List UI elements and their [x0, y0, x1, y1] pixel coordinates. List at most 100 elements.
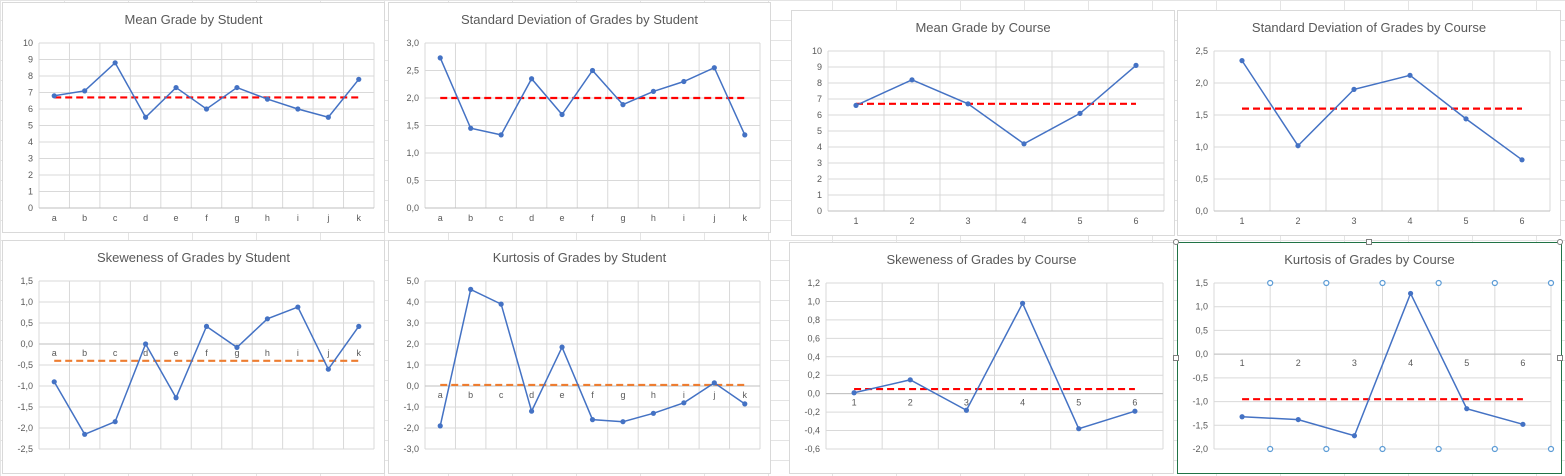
x-tick-label: i: [297, 213, 299, 223]
y-tick-label: 0: [28, 203, 33, 213]
series-line: [1242, 291, 1524, 437]
y-tick-label: -0,5: [17, 360, 33, 370]
data-point: [711, 65, 717, 71]
y-tick-label: 10: [23, 38, 33, 48]
x-tick-label: g: [234, 348, 239, 358]
y-tick-label: 0,0: [406, 203, 419, 213]
data-point: [965, 101, 971, 107]
y-tick-label: -2,0: [1192, 444, 1208, 454]
resize-handle-left[interactable]: [1173, 355, 1179, 361]
selection-marker: [1547, 279, 1555, 287]
x-tick-label: j: [326, 213, 329, 223]
y-tick-label: 1,0: [1195, 142, 1208, 152]
data-point: [1076, 426, 1082, 432]
x-tick-label: h: [265, 348, 270, 358]
y-tick-label: 2: [817, 174, 822, 184]
data-point: [1239, 414, 1245, 420]
x-tick-label: 1: [853, 216, 858, 226]
x-tick-label: e: [560, 213, 565, 223]
x-tick-label: c: [499, 213, 504, 223]
y-tick-label: 0: [817, 206, 822, 216]
x-tick-label: i: [683, 213, 685, 223]
resize-handle-top-right[interactable]: [1557, 239, 1563, 245]
y-tick-label: 0,0: [1195, 349, 1208, 359]
data-point: [203, 106, 210, 112]
y-tick-label: 2,0: [406, 93, 419, 103]
x-tick-label: k: [743, 213, 748, 223]
series-line: [855, 64, 1137, 145]
data-point: [51, 379, 57, 385]
y-tick-label: 1,0: [1195, 302, 1208, 312]
x-tick-label: 2: [1295, 216, 1300, 226]
chart-title: Kurtosis of Grades by Course: [1284, 252, 1455, 267]
y-tick-label: 0,5: [1195, 174, 1208, 184]
y-tick-label: -0,5: [1192, 373, 1208, 383]
y-tick-label: 5: [28, 121, 33, 131]
chart-skeweness-by-student[interactable]: Skeweness of Grades by Student -2,5 -2,0-…: [2, 240, 385, 474]
y-tick-label: -0,6: [804, 444, 820, 454]
y-tick-label: -2,5: [17, 444, 33, 454]
data-point: [589, 417, 596, 423]
y-tick-label: 0,0: [406, 381, 419, 391]
x-tick-label: 6: [1132, 398, 1137, 408]
chart-plot: 0,0 0,5 1,0 1,5 2,0 2,5 1 2 3 4 5 6: [1195, 46, 1551, 226]
data-point: [356, 76, 362, 82]
y-tick-label: 1,5: [20, 276, 33, 286]
resize-handle-top-left[interactable]: [1173, 239, 1179, 245]
chart-mean-grade-by-student[interactable]: Mean Grade by Student 0 1 2 3 4 5 6 7 8 9 10 a b c d e f…: [2, 2, 385, 233]
x-tick-label: c: [499, 390, 504, 400]
chart-skeweness-by-course[interactable]: Skeweness of Grades by Course -0,6 -0,4 -0…: [789, 242, 1174, 474]
chart-sd-grades-by-course[interactable]: Standard Deviation of Grades by Course 0…: [1177, 10, 1561, 236]
y-tick-label: -1,0: [403, 402, 419, 412]
y-tick-label: 1: [817, 190, 822, 200]
y-tick-label: 3: [817, 158, 822, 168]
y-tick-label: -2,0: [17, 423, 33, 433]
y-tick-label: -2,0: [403, 423, 419, 433]
x-tick-label: k: [743, 390, 748, 400]
data-point: [963, 407, 970, 413]
resize-handle-top[interactable]: [1366, 239, 1372, 245]
data-point: [1133, 62, 1139, 68]
chart-sd-grades-by-student[interactable]: Standard Deviation of Grades by Student …: [388, 2, 771, 233]
chart-kurtosis-by-course[interactable]: Kurtosis of Grades by Course -2,0 -1,5 -1,…: [1177, 242, 1562, 474]
data-point: [173, 84, 179, 91]
chart-title: Standard Deviation of Grades by Student: [460, 12, 699, 27]
x-tick-label: a: [52, 348, 57, 358]
x-tick-label: d: [529, 213, 534, 223]
y-tick-label: 1: [28, 187, 33, 197]
selection-marker: [1323, 445, 1330, 453]
y-tick-label: 6: [28, 104, 33, 114]
data-point: [909, 77, 915, 83]
data-point: [853, 102, 859, 108]
y-tick-label: 5: [817, 126, 822, 136]
data-point: [1407, 290, 1414, 297]
data-point: [356, 323, 362, 329]
x-tick-label: g: [620, 390, 625, 400]
data-point: [325, 114, 331, 120]
x-tick-label: 3: [964, 398, 969, 408]
data-point: [82, 88, 88, 94]
x-tick-label: j: [712, 390, 715, 400]
y-tick-label: 1,0: [807, 296, 820, 306]
data-point: [1021, 141, 1027, 147]
y-tick-label: 3: [28, 154, 33, 164]
x-tick-label: g: [234, 213, 239, 223]
y-tick-label: 3,0: [406, 38, 419, 48]
chart-mean-grade-by-course[interactable]: Mean Grade by Course 0 1 2 3 4 5 6 7 8 9 10 1 2 3 4 5 6: [791, 10, 1175, 236]
x-tick-label: 6: [1520, 358, 1525, 368]
resize-handle-right[interactable]: [1557, 355, 1563, 361]
data-point: [1520, 421, 1526, 427]
y-tick-label: -3,0: [403, 444, 419, 454]
y-tick-label: 0,5: [20, 318, 33, 328]
data-point: [173, 395, 179, 401]
data-point: [1239, 58, 1245, 64]
chart-plot: -3,0 -2,0 -1,0 0,0 1,0 2,0 3,0 4,0 5,0 a b c d e f g h i j…: [403, 276, 761, 454]
y-tick-label: 7: [28, 88, 33, 98]
data-point: [82, 431, 88, 437]
data-point: [742, 401, 748, 407]
chart-kurtosis-by-student[interactable]: Kurtosis of Grades by Student -3,0 -2,0 -1…: [388, 240, 771, 474]
chart-plot: 0 1 2 3 4 5 6 7 8 9 10 1 2 3 4 5 6: [812, 46, 1165, 226]
data-point: [559, 111, 565, 118]
data-point: [437, 55, 443, 61]
y-tick-label: 0,6: [807, 333, 820, 343]
